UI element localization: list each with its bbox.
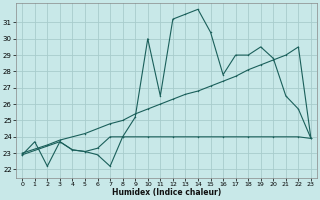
X-axis label: Humidex (Indice chaleur): Humidex (Indice chaleur) (112, 188, 221, 197)
